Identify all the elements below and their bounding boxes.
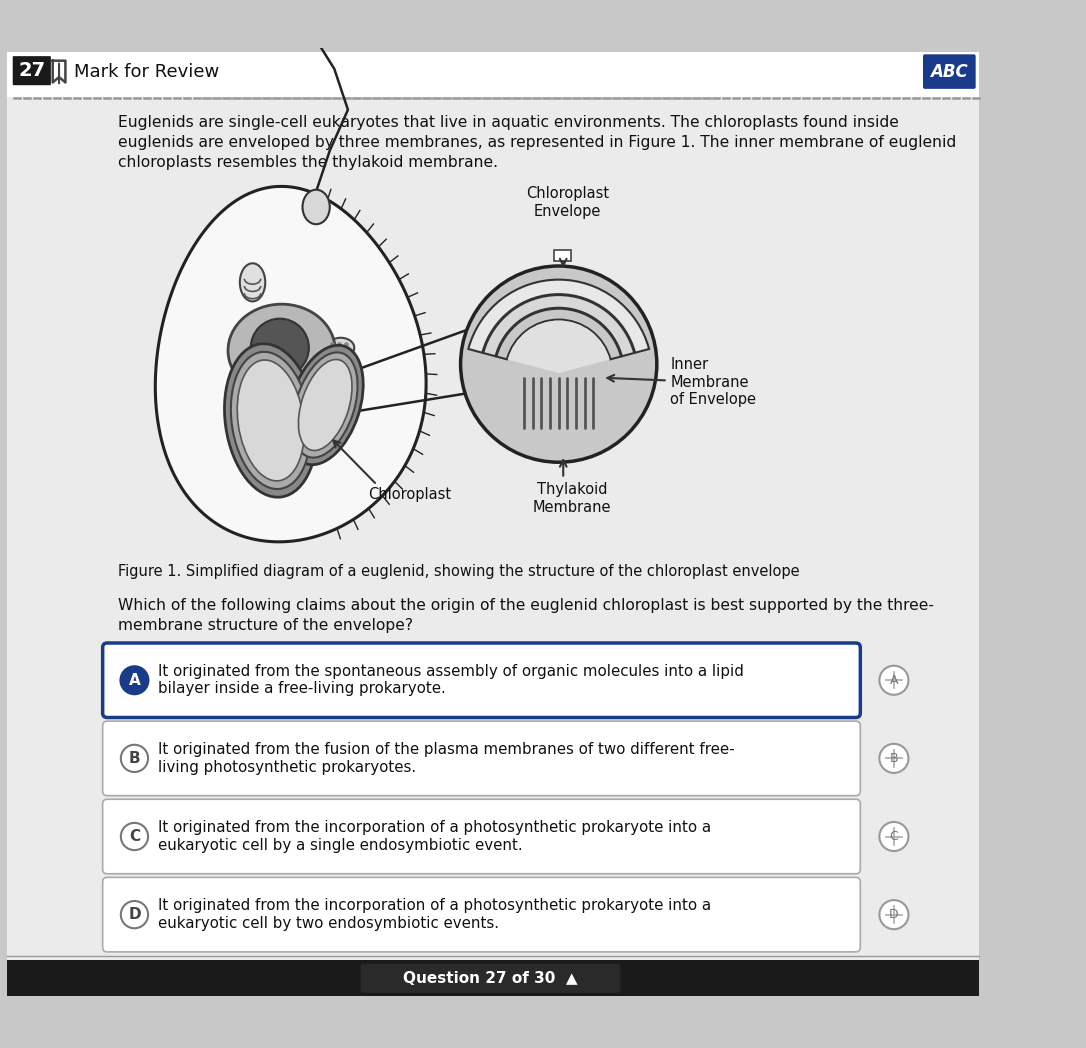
- Text: It originated from the incorporation of a photosynthetic prokaryote into a
eukar: It originated from the incorporation of …: [159, 821, 711, 853]
- Text: Chloroplast: Chloroplast: [368, 486, 451, 502]
- Text: 27: 27: [18, 61, 46, 81]
- FancyBboxPatch shape: [923, 54, 975, 89]
- Ellipse shape: [327, 337, 354, 357]
- Text: B: B: [128, 750, 140, 766]
- Ellipse shape: [225, 344, 317, 497]
- Ellipse shape: [228, 304, 336, 397]
- Wedge shape: [496, 309, 621, 359]
- Circle shape: [251, 319, 308, 377]
- Text: Figure 1. Simplified diagram of a euglenid, showing the structure of the chlorop: Figure 1. Simplified diagram of a euglen…: [118, 564, 799, 578]
- FancyBboxPatch shape: [13, 57, 51, 85]
- Bar: [8, 51, 980, 97]
- Circle shape: [121, 823, 148, 850]
- Text: Thylakoid
Membrane: Thylakoid Membrane: [533, 482, 611, 515]
- Circle shape: [880, 665, 909, 695]
- Text: A: A: [889, 674, 898, 686]
- Circle shape: [121, 901, 148, 929]
- Ellipse shape: [299, 359, 352, 451]
- FancyBboxPatch shape: [103, 721, 860, 795]
- Wedge shape: [468, 280, 649, 353]
- Ellipse shape: [240, 263, 265, 302]
- FancyBboxPatch shape: [103, 643, 860, 718]
- Circle shape: [880, 744, 909, 773]
- Text: B: B: [889, 751, 898, 765]
- FancyBboxPatch shape: [8, 51, 980, 977]
- Text: Chloroplast
Envelope: Chloroplast Envelope: [527, 187, 609, 219]
- Circle shape: [880, 822, 909, 851]
- Text: Inner
Membrane
of Envelope: Inner Membrane of Envelope: [670, 357, 757, 408]
- Text: A: A: [128, 673, 140, 687]
- Text: membrane structure of the envelope?: membrane structure of the envelope?: [118, 618, 414, 633]
- Text: Mark for Review: Mark for Review: [75, 63, 219, 81]
- Circle shape: [880, 900, 909, 930]
- Text: C: C: [889, 830, 898, 843]
- Text: Euglenids are single-cell eukaryotes that live in aquatic environments. The chlo: Euglenids are single-cell eukaryotes tha…: [118, 115, 899, 130]
- Text: D: D: [889, 909, 899, 921]
- Wedge shape: [508, 321, 609, 373]
- FancyBboxPatch shape: [103, 800, 860, 874]
- Bar: [8, 960, 980, 997]
- FancyBboxPatch shape: [554, 249, 570, 261]
- Text: Question 27 of 30  ▲: Question 27 of 30 ▲: [403, 970, 578, 986]
- Text: Which of the following claims about the origin of the euglenid chloroplast is be: Which of the following claims about the …: [118, 598, 934, 613]
- Circle shape: [121, 745, 148, 772]
- Text: ABC: ABC: [931, 63, 969, 81]
- Text: It originated from the spontaneous assembly of organic molecules into a lipid
bi: It originated from the spontaneous assem…: [159, 664, 744, 697]
- Text: It originated from the fusion of the plasma membranes of two different free-
liv: It originated from the fusion of the pla…: [159, 742, 735, 774]
- Text: D: D: [128, 908, 141, 922]
- Ellipse shape: [303, 190, 330, 224]
- Text: euglenids are enveloped by three membranes, as represented in Figure 1. The inne: euglenids are enveloped by three membran…: [118, 135, 957, 150]
- Circle shape: [121, 667, 148, 694]
- FancyBboxPatch shape: [103, 877, 860, 952]
- Ellipse shape: [293, 352, 357, 458]
- FancyBboxPatch shape: [361, 964, 620, 992]
- Text: It originated from the incorporation of a photosynthetic prokaryote into a
eukar: It originated from the incorporation of …: [159, 898, 711, 931]
- Ellipse shape: [288, 345, 363, 464]
- Ellipse shape: [231, 352, 311, 489]
- Polygon shape: [155, 187, 426, 542]
- Text: C: C: [129, 829, 140, 844]
- Circle shape: [460, 266, 657, 462]
- Ellipse shape: [237, 361, 304, 481]
- Text: chloroplasts resembles the thylakoid membrane.: chloroplasts resembles the thylakoid mem…: [118, 155, 498, 170]
- Wedge shape: [483, 296, 634, 356]
